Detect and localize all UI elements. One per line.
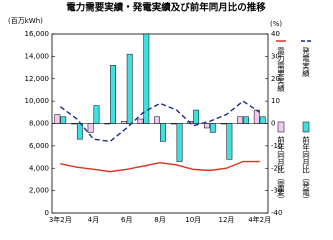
bar: [193, 109, 200, 124]
bar: [104, 123, 111, 125]
y2-axis-label: (%): [270, 20, 282, 28]
legend-swatch: [277, 121, 285, 133]
legend-label: 電力需要実績: [276, 47, 285, 94]
y-tick-label: 16,000: [25, 30, 50, 38]
y2-tick-label: 0: [271, 120, 275, 128]
bar: [60, 116, 67, 124]
bar: [154, 116, 160, 124]
x-tick-label: 4年2月: [248, 215, 271, 224]
bar: [204, 123, 210, 129]
legend-label: 前年同月比（発電）: [301, 135, 310, 204]
y-tick-label: 6,000: [29, 142, 49, 150]
line-series: [59, 100, 261, 143]
bar: [143, 33, 150, 124]
y-tick-label: 2,000: [29, 187, 49, 195]
bar: [110, 65, 116, 124]
x-tick-label: 3年2月: [49, 215, 72, 224]
x-tick-label: 4月: [88, 216, 99, 224]
bar: [176, 123, 183, 162]
chart-title: 電力需要実績・発電実績及び前年同月比の推移: [66, 2, 266, 14]
y-tick-label: 12,000: [25, 75, 50, 83]
line-series: [60, 160, 260, 173]
y2-tick-label: -30: [271, 187, 282, 195]
y2-tick-label: -20: [271, 164, 282, 172]
x-tick-label: 6月: [121, 216, 132, 224]
legend-label: 前年同月比（需要）: [276, 135, 285, 204]
bar: [170, 123, 177, 125]
y-tick-label: 10,000: [25, 97, 50, 105]
y-tick-label: 8,000: [29, 120, 49, 128]
bar: [220, 123, 227, 125]
bar: [237, 116, 244, 124]
x-tick-label: 8月: [154, 216, 165, 224]
x-tick-label: 10月: [185, 216, 201, 224]
legend-swatch: [302, 121, 310, 133]
y2-tick-label: 20: [271, 75, 280, 83]
y2-tick-label: 40: [271, 30, 280, 38]
bar: [93, 105, 100, 124]
y-tick-label: 4,000: [29, 164, 49, 172]
bar: [54, 114, 61, 124]
bar: [226, 123, 233, 160]
y2-tick-label: -40: [271, 209, 282, 217]
bar: [137, 118, 144, 124]
legend-label: 発電実績: [301, 47, 310, 79]
bar: [71, 123, 77, 125]
y-axis-label: (百万kWh): [8, 17, 43, 25]
y2-tick-label: 10: [271, 97, 280, 105]
y-tick-label: 0: [45, 209, 49, 217]
y2-tick-label: -10: [271, 142, 282, 150]
bar: [259, 116, 266, 124]
bar: [87, 123, 94, 133]
bar: [209, 123, 216, 133]
x-tick-label: 12月: [219, 216, 235, 224]
y2-tick-label: 30: [271, 52, 280, 60]
bar: [126, 53, 133, 124]
bar: [243, 116, 249, 124]
y-tick-label: 14,000: [25, 52, 50, 60]
bar: [120, 121, 127, 124]
bar: [160, 123, 166, 142]
